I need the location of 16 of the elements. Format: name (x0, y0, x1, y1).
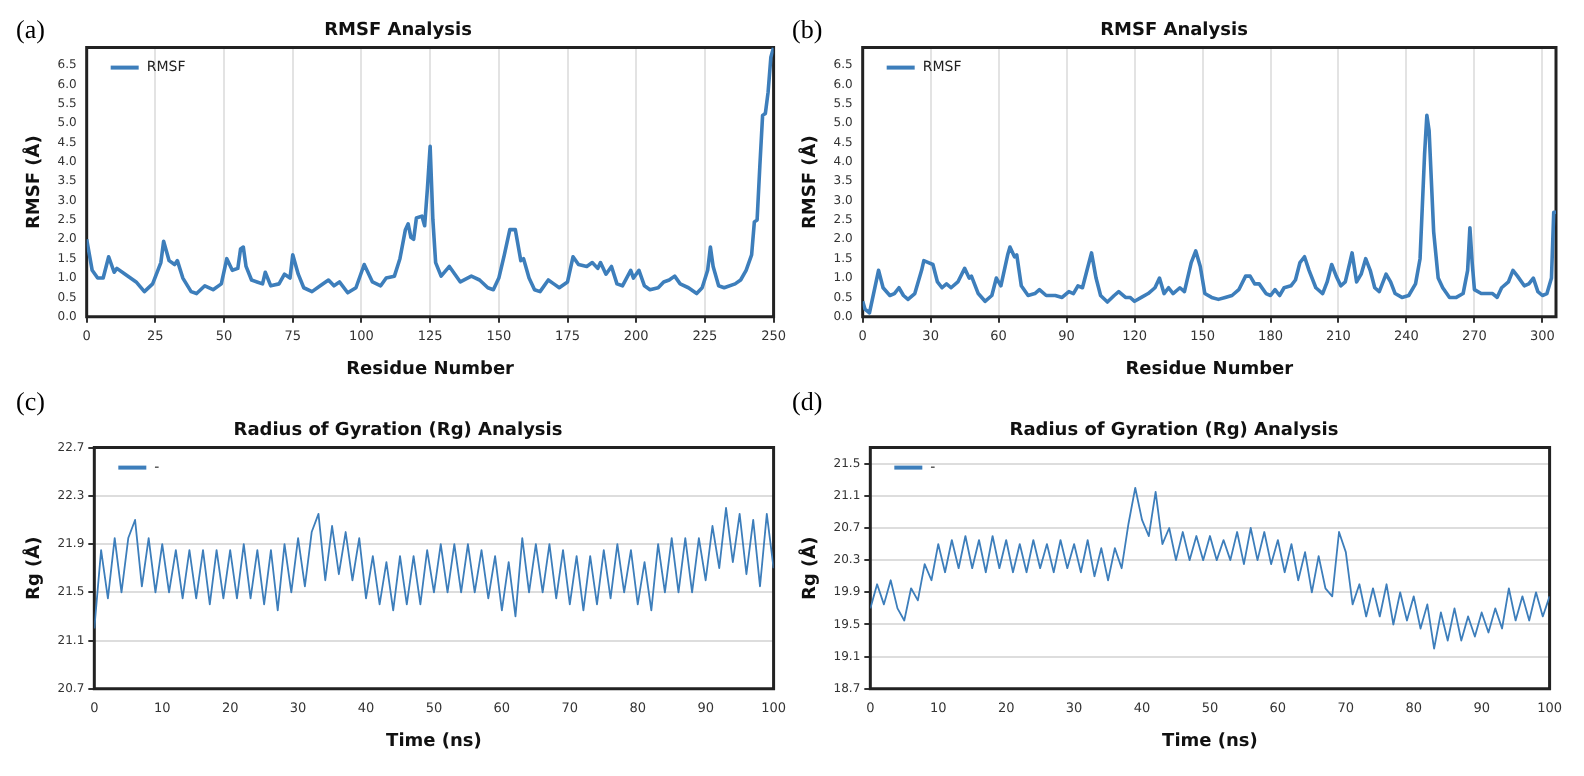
x-axis-title: Time (ns) (1162, 731, 1258, 752)
x-axis-title: Time (ns) (386, 731, 482, 752)
chart-title: Radius of Gyration (Rg) Analysis (233, 421, 563, 442)
x-axis-title: Residue Number (1125, 359, 1295, 380)
text: (a) (16, 14, 45, 44)
text: (d) (792, 386, 823, 416)
y-axis-title: Rg (Å) (21, 536, 46, 600)
chart-title: Radius of Gyration (Rg) Analysis (1009, 421, 1339, 442)
text: (c) (16, 386, 45, 416)
chart-title: RMSF Analysis (1100, 21, 1248, 42)
y-axis-title: RMSF (Å) (797, 135, 822, 230)
chart-title: RMSF Analysis (324, 21, 472, 42)
x-axis-title: Residue Number (346, 359, 516, 380)
text: (b) (792, 14, 823, 44)
y-axis-title: Rg (Å) (797, 536, 822, 600)
y-axis-title: RMSF (Å) (21, 135, 46, 230)
